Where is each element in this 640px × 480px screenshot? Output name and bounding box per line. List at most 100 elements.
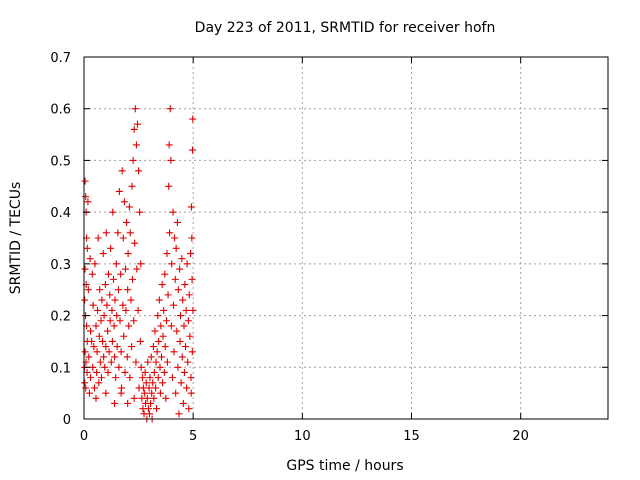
data-point [165, 182, 173, 190]
y-tick-label: 0.5 [50, 154, 71, 169]
data-point [104, 270, 112, 278]
data-point [131, 105, 139, 113]
data-point [156, 389, 164, 397]
data-point [124, 286, 132, 294]
data-point [130, 317, 138, 325]
data-point [152, 405, 160, 413]
grid-lines [84, 57, 608, 419]
data-point [103, 301, 111, 309]
data-point [119, 234, 127, 242]
data-point [152, 384, 160, 392]
data-point [120, 198, 128, 206]
y-tick-label: 0.2 [50, 310, 71, 325]
data-point [182, 306, 190, 314]
data-point [121, 368, 129, 376]
data-point [104, 327, 112, 335]
data-point [84, 286, 92, 294]
data-point [152, 358, 160, 366]
data-point [92, 322, 100, 330]
data-point [125, 322, 133, 330]
data-point [163, 317, 171, 325]
y-tick-label: 0 [63, 413, 71, 428]
y-tick-label: 0.6 [50, 103, 71, 118]
data-point [101, 281, 109, 289]
data-point [171, 234, 179, 242]
data-point [170, 301, 178, 309]
data-point [135, 167, 143, 175]
data-point [150, 368, 158, 376]
data-point [167, 156, 175, 164]
data-point [133, 265, 141, 273]
plot-frame [83, 56, 609, 420]
data-point [149, 343, 157, 351]
data-point [154, 374, 162, 382]
data-point [111, 353, 119, 361]
data-point [88, 270, 96, 278]
y-tick-label: 0.1 [50, 361, 71, 376]
data-point [136, 337, 144, 345]
data-point [159, 379, 167, 387]
data-point [127, 296, 135, 304]
data-point [168, 260, 176, 268]
data-point [163, 358, 171, 366]
data-point [93, 368, 101, 376]
y-axis-label: SRMTID / TECUs [8, 182, 24, 295]
data-point [163, 250, 171, 258]
data-point [174, 286, 182, 294]
data-point [151, 327, 159, 335]
data-point [112, 374, 120, 382]
data-point [101, 363, 109, 371]
y-tick-label: 0.4 [50, 206, 71, 221]
data-point [129, 156, 137, 164]
data-point [113, 343, 121, 351]
data-point [179, 296, 187, 304]
data-point [161, 343, 169, 351]
data-point [137, 363, 145, 371]
data-point [173, 327, 181, 335]
data-point [187, 374, 195, 382]
data-point [96, 358, 104, 366]
data-point [159, 332, 167, 340]
data-point [180, 368, 188, 376]
data-point [93, 348, 101, 356]
data-point [183, 260, 191, 268]
data-point [122, 306, 130, 314]
x-tick-label: 5 [189, 429, 197, 444]
data-point [85, 389, 93, 397]
data-point [142, 379, 150, 387]
data-point [179, 399, 187, 407]
data-point [160, 368, 168, 376]
data-point [90, 384, 98, 392]
data-point [97, 317, 105, 325]
data-point [188, 275, 196, 283]
data-point [106, 317, 114, 325]
data-point [89, 363, 97, 371]
data-point [81, 177, 89, 185]
data-point [154, 312, 162, 320]
data-point [109, 275, 117, 283]
data-point [105, 348, 113, 356]
data-point [94, 234, 102, 242]
data-point [114, 286, 122, 294]
data-point [83, 368, 91, 376]
data-point [107, 244, 115, 252]
data-point [113, 312, 121, 320]
x-tick-label: 10 [294, 429, 311, 444]
data-point [157, 322, 165, 330]
data-point [128, 275, 136, 283]
data-point [81, 379, 89, 387]
data-point [155, 296, 163, 304]
axis-ticks: 0 5 10 15 20 0 0.1 0.2 0.3 0.4 0.5 0.6 0.7 [50, 51, 608, 444]
data-point [111, 399, 119, 407]
data-point [185, 291, 193, 299]
y-tick-label: 0.3 [50, 258, 71, 273]
data-point [178, 255, 186, 263]
data-point [128, 343, 136, 351]
data-point [150, 394, 158, 402]
data-point [96, 286, 104, 294]
data-point [189, 115, 197, 123]
data-point [183, 384, 191, 392]
data-point [112, 260, 120, 268]
data-point [147, 353, 155, 361]
data-point [189, 146, 197, 154]
